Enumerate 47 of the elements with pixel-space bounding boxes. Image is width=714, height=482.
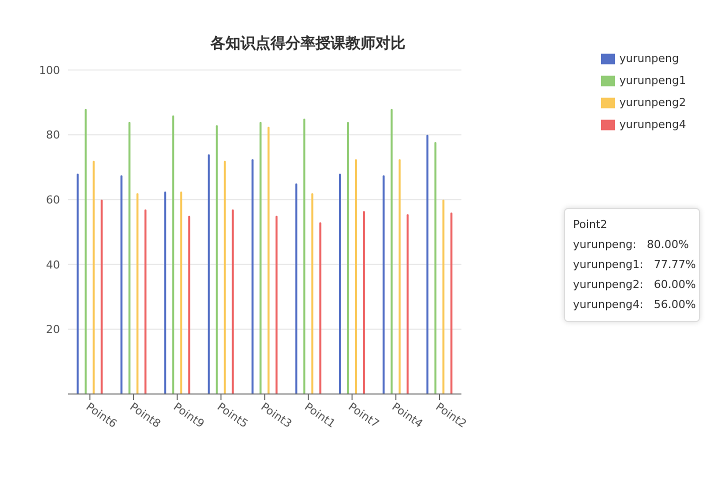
bar <box>268 126 270 394</box>
bar <box>434 142 436 394</box>
y-tick-label: 40 <box>46 258 60 272</box>
chart-title: 各知识点得分率授课教师对比 <box>210 34 406 53</box>
bar <box>398 159 401 394</box>
bar <box>319 222 322 394</box>
bar <box>128 122 130 394</box>
bar <box>426 134 428 394</box>
bar <box>232 209 234 394</box>
legend-label: yurunpeng <box>619 52 679 65</box>
bar <box>295 183 298 394</box>
bar <box>224 160 226 394</box>
bar <box>84 108 87 394</box>
bar <box>76 174 79 394</box>
bar <box>216 125 218 394</box>
bar <box>382 175 385 394</box>
tooltip-box: Point2 yurunpeng: 80.00% yurunpeng1: 77.77% yurunpeng2: 60.00% yurunpeng4: 56.00% <box>564 208 700 322</box>
bar <box>180 192 182 394</box>
bar <box>136 193 138 394</box>
legend-label: yurunpeng2 <box>619 96 686 109</box>
bar <box>390 108 393 394</box>
bar <box>346 122 349 394</box>
bar <box>92 160 95 394</box>
bar <box>208 154 210 394</box>
bar <box>100 200 103 394</box>
bar <box>354 159 357 394</box>
bar <box>450 212 452 394</box>
bar <box>311 193 314 394</box>
bar <box>260 122 262 394</box>
bar <box>144 209 146 394</box>
bar <box>338 174 341 394</box>
bar <box>362 210 365 394</box>
bar <box>276 216 278 394</box>
y-tick-label: 100 <box>39 64 60 77</box>
bar <box>188 216 190 394</box>
bar <box>442 200 444 394</box>
y-tick-label: 20 <box>46 323 60 336</box>
legend-label: yurunpeng4 <box>619 118 686 131</box>
bar <box>252 159 254 394</box>
bar <box>164 192 166 394</box>
bar <box>172 115 174 394</box>
bar <box>303 118 306 394</box>
y-tick-label: 60 <box>46 194 60 207</box>
legend-label: yurunpeng1 <box>619 74 686 87</box>
y-tick-label: 80 <box>46 128 60 142</box>
bar <box>120 175 122 394</box>
bar <box>406 214 409 394</box>
